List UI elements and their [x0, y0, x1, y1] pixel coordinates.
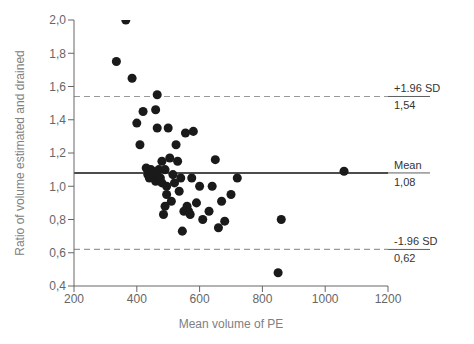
svg-text:Ratio of volume estimated and: Ratio of volume estimated and drained — [13, 50, 27, 255]
svg-text:1,6: 1,6 — [49, 80, 66, 94]
svg-text:+1.96 SD: +1.96 SD — [394, 82, 440, 94]
svg-text:-1.96 SD: -1.96 SD — [394, 235, 437, 247]
svg-text:1,08: 1,08 — [394, 176, 415, 188]
svg-text:1200: 1200 — [375, 292, 402, 306]
svg-text:1,4: 1,4 — [49, 113, 66, 127]
svg-text:2,0: 2,0 — [49, 13, 66, 27]
svg-text:800: 800 — [252, 292, 272, 306]
svg-text:1,2: 1,2 — [49, 146, 66, 160]
svg-text:0,4: 0,4 — [49, 279, 66, 293]
svg-text:0,62: 0,62 — [394, 252, 415, 264]
svg-text:1,8: 1,8 — [49, 47, 66, 61]
svg-text:1000: 1000 — [312, 292, 339, 306]
svg-text:600: 600 — [190, 292, 210, 306]
svg-text:1,0: 1,0 — [49, 180, 66, 194]
svg-text:0,8: 0,8 — [49, 213, 66, 227]
svg-text:1,54: 1,54 — [394, 99, 415, 111]
svg-text:Mean volume of PE: Mean volume of PE — [179, 317, 284, 331]
svg-text:400: 400 — [127, 292, 147, 306]
svg-text:0,6: 0,6 — [49, 246, 66, 260]
svg-text:Mean: Mean — [394, 159, 422, 171]
svg-text:200: 200 — [64, 292, 84, 306]
